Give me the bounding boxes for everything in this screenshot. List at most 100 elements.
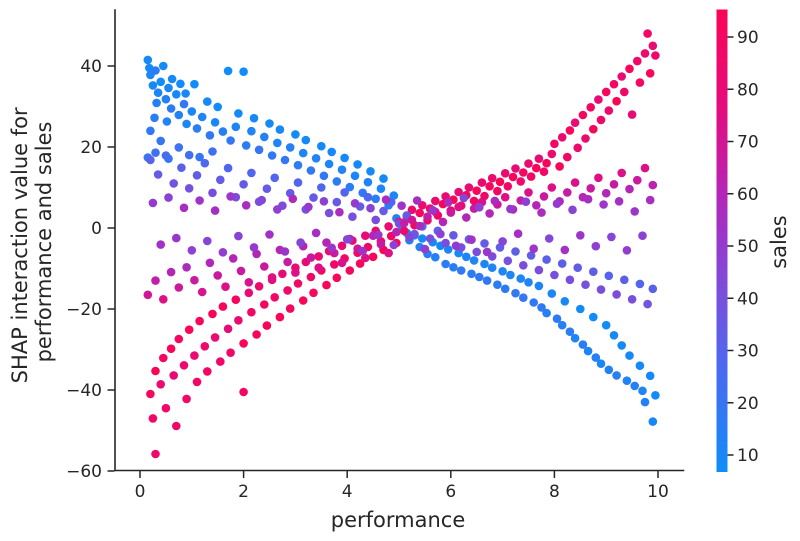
scatter-point [267, 273, 277, 282]
scatter-point [184, 184, 194, 193]
scatter-point [192, 171, 202, 180]
scatter-point [252, 249, 261, 259]
scatter-point [547, 149, 557, 159]
scatter-point [648, 41, 658, 51]
scatter-point [645, 69, 655, 78]
x-tick-label: 6 [445, 482, 456, 502]
scatter-point [275, 125, 285, 134]
y-axis-label: SHAP interaction value for performance a… [8, 101, 56, 384]
scatter-point [493, 280, 502, 290]
scatter-point [500, 284, 510, 294]
scatter-point [332, 197, 342, 207]
scatter-point [425, 234, 435, 243]
scatter-point [146, 389, 155, 399]
scatter-point [557, 259, 567, 268]
scatter-point [560, 297, 570, 306]
colorbar-tick-label: 50 [737, 237, 759, 257]
scatter-point [454, 187, 463, 197]
scatter-point [314, 252, 324, 261]
scatter-point [487, 263, 497, 273]
scatter-point [228, 254, 238, 263]
scatter-point [181, 89, 190, 98]
scatter-point [627, 110, 637, 119]
scatter-point [223, 324, 233, 334]
scatter-point [438, 217, 448, 227]
scatter-point [648, 417, 658, 426]
scatter-point [285, 304, 295, 313]
scatter-point [288, 194, 298, 204]
scatter-point [596, 359, 606, 369]
scatter-point [635, 279, 645, 289]
scatter-point [443, 245, 453, 254]
scatter-point [475, 272, 484, 282]
scatter-point [236, 266, 246, 276]
scatter-point [249, 113, 259, 123]
colorbar-tick-label: 90 [737, 28, 759, 48]
scatter-point [358, 246, 368, 256]
scatter-point [273, 138, 282, 148]
x-tick-label: 2 [238, 482, 249, 502]
scatter-point [223, 66, 233, 76]
scatter-point [166, 267, 176, 277]
scatter-point [640, 49, 650, 58]
scatter-point [589, 267, 598, 277]
scatter-point [407, 205, 417, 215]
scatter-point [324, 159, 334, 169]
scatter-point [635, 361, 645, 371]
scatter-point [415, 208, 425, 218]
scatter-point [337, 258, 347, 268]
colorbar-tick-label: 60 [737, 185, 759, 205]
scatter-point [405, 233, 414, 242]
scatter-point [441, 238, 450, 248]
scatter-point [601, 87, 611, 97]
scatter-point [366, 203, 375, 213]
scatter-point [182, 119, 191, 129]
scatter-point [607, 232, 616, 242]
scatter-point [469, 256, 479, 265]
scatter-point [311, 154, 321, 163]
scatter-point [583, 346, 593, 356]
scatter-point [524, 188, 533, 197]
scatter-point [601, 188, 611, 198]
scatter-point [162, 117, 172, 126]
scatter-point [563, 152, 572, 162]
scatter-point [283, 286, 292, 295]
scatter-point [589, 312, 598, 322]
scatter-point [252, 330, 261, 339]
scatter-point [521, 197, 531, 206]
scatter-point [389, 191, 399, 200]
scatter-point [643, 29, 652, 38]
scatter-point [156, 136, 165, 146]
scatter-point [555, 162, 564, 171]
scatter-point [260, 300, 269, 309]
scatter-point [648, 284, 658, 294]
scatter-point [436, 229, 445, 239]
scatter-point [218, 248, 228, 257]
scatter-point [495, 177, 505, 187]
scatter-point [570, 333, 580, 343]
scatter-point [319, 171, 329, 181]
scatter-point [210, 118, 220, 127]
scatter-point [511, 288, 520, 298]
scatter-point [270, 173, 280, 183]
scatter-point [638, 386, 647, 396]
scatter-point [524, 278, 533, 287]
scatter-point [317, 141, 326, 151]
scatter-point [247, 168, 256, 178]
scatter-point [547, 289, 557, 298]
scatter-point [231, 122, 241, 132]
scatter-point [511, 164, 520, 173]
scatter-point [327, 147, 337, 157]
scatter-point [146, 126, 155, 136]
scatter-point [371, 194, 381, 204]
scatter-point [651, 391, 660, 400]
scatter-point [262, 321, 272, 330]
scatter-point [633, 175, 642, 185]
colorbar-tick-label: 20 [737, 394, 759, 414]
scatter-point [648, 180, 658, 190]
scatter-point [399, 218, 409, 228]
scatter-point [197, 287, 207, 297]
scatter-point [363, 192, 373, 202]
scatter-point [560, 245, 570, 255]
scatter-point [226, 348, 235, 358]
